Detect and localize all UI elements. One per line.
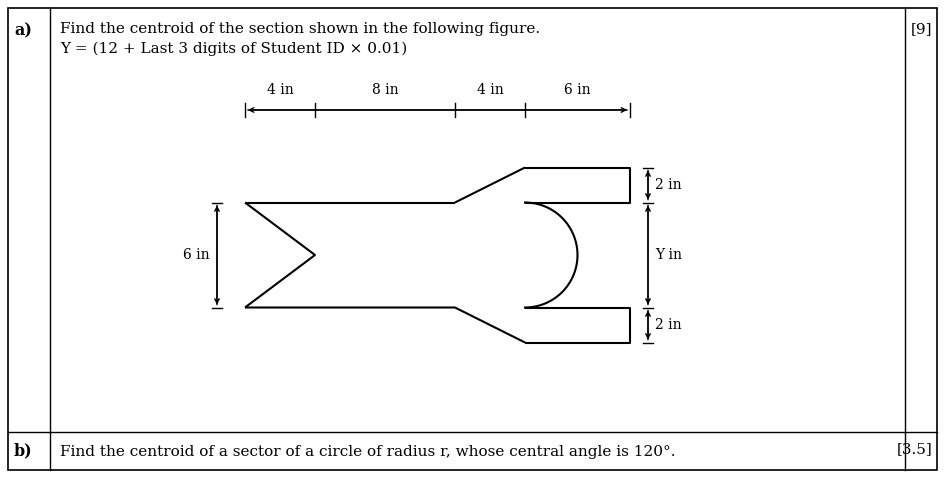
Text: 4 in: 4 in bbox=[266, 83, 293, 97]
Text: Find the centroid of a sector of a circle of radius r, whose central angle is 12: Find the centroid of a sector of a circl… bbox=[59, 445, 675, 459]
Text: a): a) bbox=[14, 22, 32, 39]
Text: 2 in: 2 in bbox=[654, 178, 681, 192]
Text: [9]: [9] bbox=[909, 22, 931, 36]
Text: 6 in: 6 in bbox=[183, 248, 210, 262]
Text: b): b) bbox=[14, 442, 33, 459]
Text: 4 in: 4 in bbox=[476, 83, 503, 97]
Text: 6 in: 6 in bbox=[564, 83, 590, 97]
Text: [3.5]: [3.5] bbox=[895, 442, 931, 456]
Text: Find the centroid of the section shown in the following figure.: Find the centroid of the section shown i… bbox=[59, 22, 540, 36]
Text: Y in: Y in bbox=[654, 248, 682, 262]
Text: 2 in: 2 in bbox=[654, 318, 681, 332]
Text: 8 in: 8 in bbox=[371, 83, 397, 97]
Text: Y = (12 + Last 3 digits of Student ID × 0.01): Y = (12 + Last 3 digits of Student ID × … bbox=[59, 42, 407, 56]
